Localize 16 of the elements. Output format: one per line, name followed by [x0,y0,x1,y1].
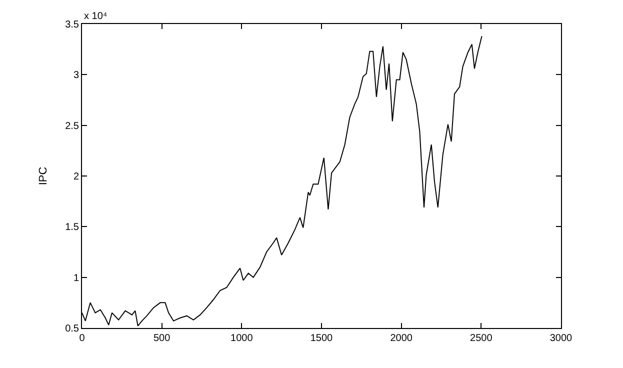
y-tick-label: 3 [73,70,80,82]
y-tick-label: 0.5 [65,324,80,334]
x-tick-label: 0 [79,333,86,344]
text: x 10⁴ [84,11,108,22]
x-tick-label: 1500 [310,333,334,344]
y-tick-label: 2.5 [65,120,80,132]
x-tick-label: 500 [153,333,171,344]
x-tick-label: 2500 [470,333,493,344]
x-tick-label: 1000 [230,333,254,344]
y-tick-label: 1.5 [65,222,80,234]
x-tick-label: 2000 [390,333,413,344]
y-tick-label: 1 [73,272,80,284]
y-tick-label: 2 [73,172,80,182]
y-axis-title: IPC [38,166,50,186]
y-tick-label: 3.5 [65,20,80,30]
x-tick-label: 3000 [550,333,573,344]
